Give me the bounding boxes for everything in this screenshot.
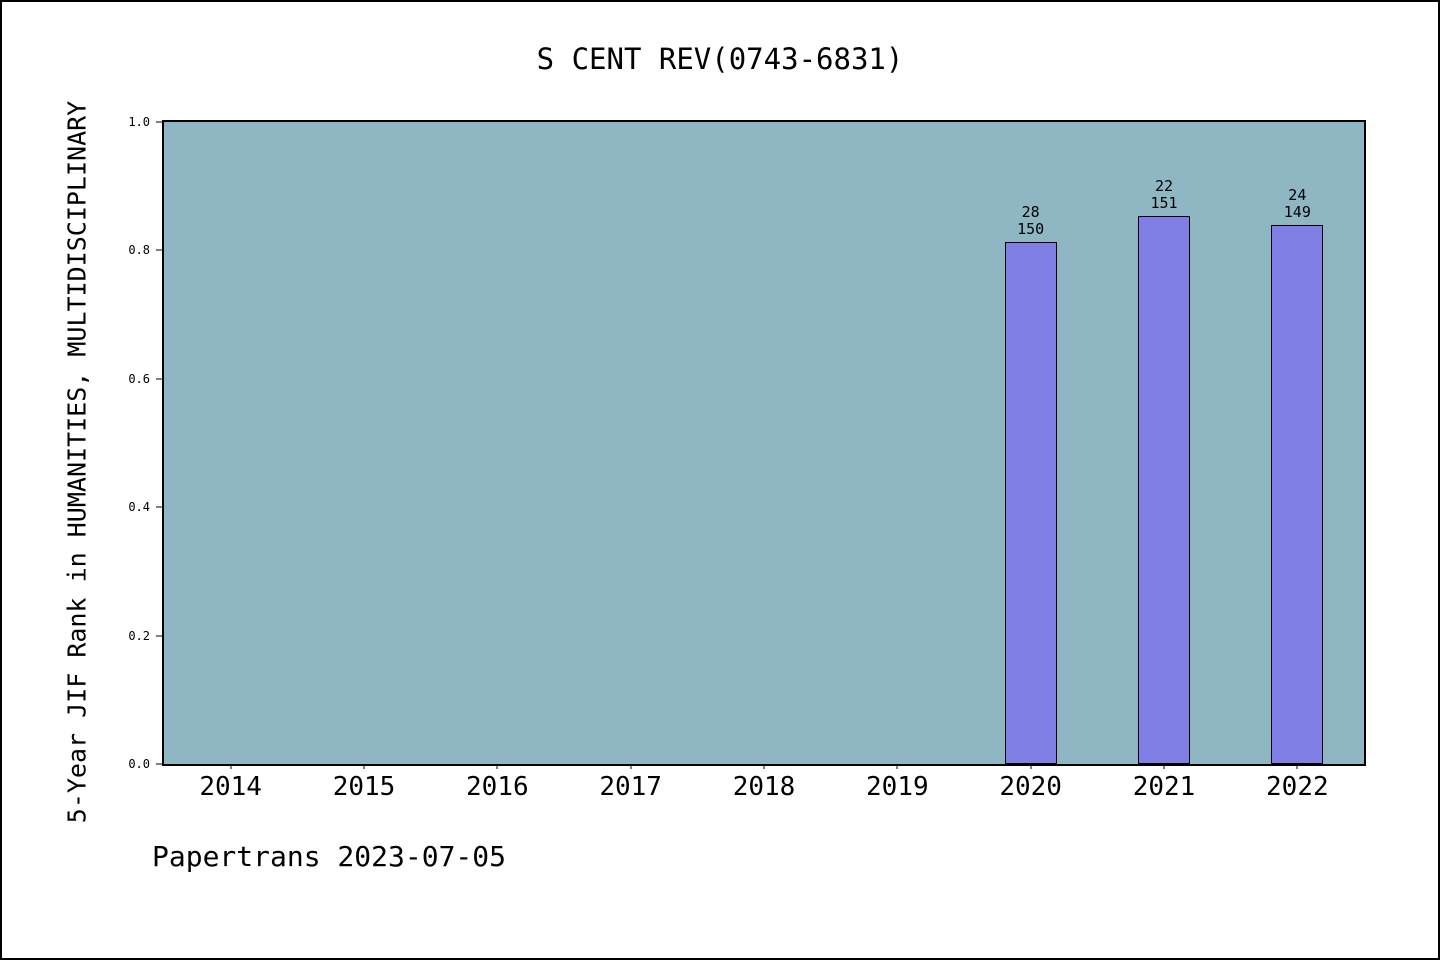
y-tick-label: 1.0 <box>128 115 150 129</box>
bar-2021 <box>1138 215 1190 764</box>
plot-area: 0.0 0.2 0.4 0.6 0.8 1.0 2014 2015 2016 2017 2018 20… <box>128 115 1366 802</box>
y-tick-label: 0.0 <box>128 757 150 771</box>
x-tick-mark <box>230 764 232 769</box>
bar-2022 <box>1271 225 1324 764</box>
x-tick-label: 2019 <box>866 772 929 802</box>
x-tick-mark <box>763 764 765 769</box>
bar-2020 <box>1004 242 1057 764</box>
y-axis-label: 5-Year JIF Rank in HUMANITIES, MULTIDISC… <box>62 100 92 824</box>
x-tick-label: 2022 <box>1266 772 1329 802</box>
bar-label-2020: 28 150 <box>1017 203 1045 239</box>
x-tick-mark <box>363 764 365 769</box>
y-tick-mark <box>156 763 164 765</box>
bar-label-2022: 24 149 <box>1283 186 1311 222</box>
x-tick-label: 2016 <box>466 772 529 802</box>
x-tick-label: 2020 <box>999 772 1062 802</box>
bar-label-2021: 22 151 <box>1150 176 1178 212</box>
footer-text: Papertrans 2023-07-05 <box>152 840 507 873</box>
y-tick-label: 0.2 <box>128 628 150 643</box>
y-tick-mark <box>156 121 164 123</box>
y-tick-label: 0.6 <box>128 371 150 386</box>
y-tick-mark <box>156 635 164 637</box>
y-tick-mark <box>156 378 164 380</box>
x-tick-mark <box>1030 764 1032 769</box>
x-tick-mark <box>1296 764 1298 769</box>
y-tick-label: 0.4 <box>128 500 150 515</box>
chart-title: S CENT REV(0743-6831) <box>536 42 904 76</box>
x-tick-label: 2014 <box>199 772 262 802</box>
x-tick-mark <box>630 764 632 769</box>
x-tick-label: 2018 <box>732 772 796 802</box>
x-tick-label: 2015 <box>332 772 396 802</box>
x-tick-mark <box>496 764 498 769</box>
x-tick-mark <box>896 764 898 769</box>
x-tick-label: 2021 <box>1132 772 1196 802</box>
y-tick-mark <box>156 506 164 508</box>
x-tick-mark <box>1163 764 1165 769</box>
x-tick-label: 2017 <box>599 772 662 802</box>
y-tick-label: 0.8 <box>128 243 150 258</box>
y-tick-mark <box>156 249 164 251</box>
